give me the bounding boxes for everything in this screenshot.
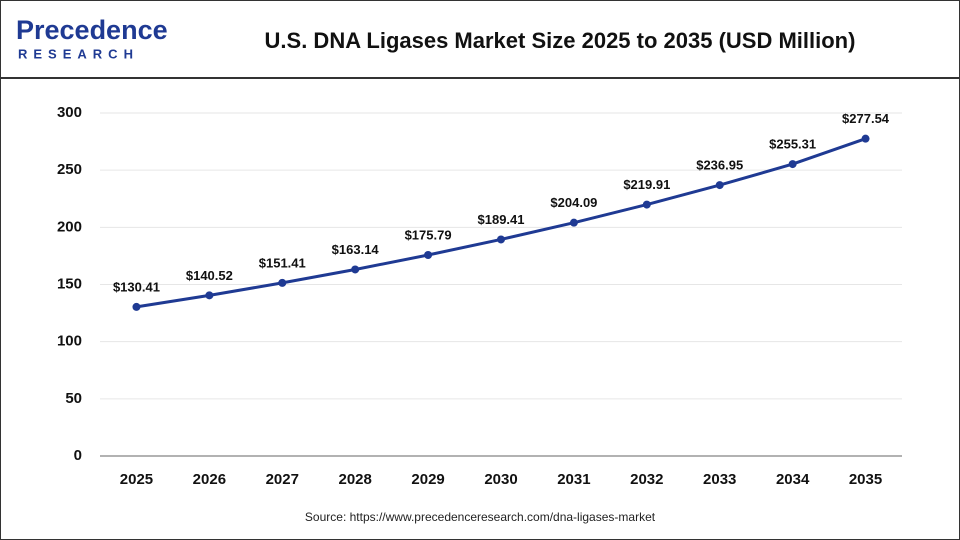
x-tick-label: 2029: [411, 471, 444, 488]
x-tick-label: 2032: [630, 471, 663, 488]
point: [132, 302, 141, 311]
point: [424, 251, 433, 260]
value-label: $140.52: [186, 268, 233, 283]
value-label: $175.79: [405, 227, 452, 242]
point: [205, 291, 214, 300]
y-tick-label: 50: [65, 390, 82, 407]
y-tick-label: 150: [57, 275, 82, 292]
value-label: $130.41: [113, 279, 160, 294]
x-tick-label: 2030: [484, 471, 517, 488]
y-tick-label: 200: [57, 218, 82, 235]
x-tick-label: 2026: [193, 471, 226, 488]
x-tick-label: 2028: [338, 471, 371, 488]
x-tick-label: 2025: [120, 471, 153, 488]
value-label: $151.41: [259, 255, 306, 270]
logo-name: Precedence: [16, 15, 168, 45]
logo-tagline: RESEARCH: [18, 46, 139, 61]
value-label: $277.54: [842, 111, 890, 126]
value-label: $255.31: [769, 137, 816, 152]
y-tick-label: 300: [57, 104, 82, 121]
x-tick-label: 2033: [703, 471, 736, 488]
point: [497, 235, 505, 244]
source: Source: https://www.precedenceresearch.c…: [305, 510, 656, 524]
point: [569, 218, 578, 227]
y-tick-label: 250: [57, 161, 82, 178]
value-label: $219.91: [623, 177, 670, 192]
x-tick-label: 2031: [557, 471, 590, 488]
x-tick-label: 2027: [266, 471, 299, 488]
x-tick-label: 2035: [849, 471, 882, 488]
point: [351, 265, 360, 274]
point: [788, 160, 797, 169]
value-label: $163.14: [332, 242, 380, 257]
point: [642, 200, 651, 209]
x-tick-label: 2034: [776, 471, 810, 488]
value-label: $189.41: [478, 212, 525, 227]
point: [861, 134, 870, 143]
point: [278, 278, 287, 287]
y-tick-label: 100: [57, 333, 82, 350]
point: [715, 181, 724, 190]
chart-title: U.S. DNA Ligases Market Size 2025 to 203…: [265, 28, 856, 53]
value-label: $204.09: [550, 195, 597, 210]
value-label: $236.95: [696, 158, 743, 173]
y-tick-label: 0: [74, 447, 82, 464]
